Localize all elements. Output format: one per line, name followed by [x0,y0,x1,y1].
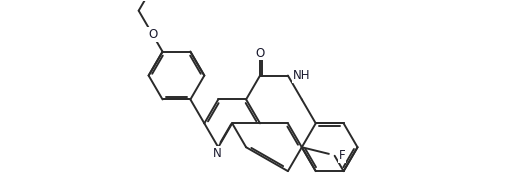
Text: O: O [148,28,157,41]
Text: F: F [339,149,345,162]
Text: O: O [255,47,264,60]
Text: N: N [213,147,222,160]
Text: NH: NH [293,69,310,82]
